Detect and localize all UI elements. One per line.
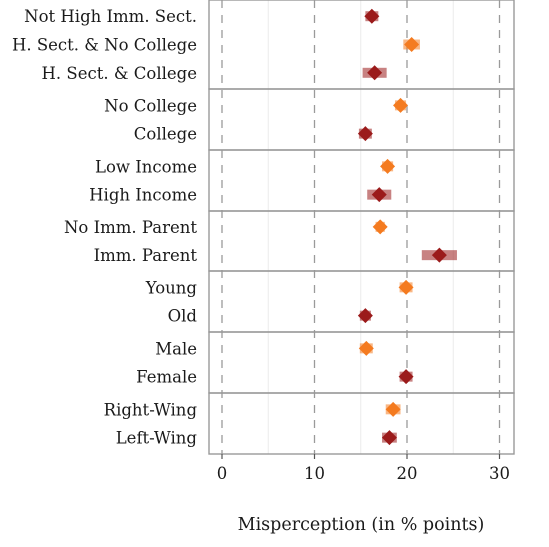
marks-layer — [357, 8, 457, 446]
point-estimate — [380, 158, 396, 174]
panel-border — [208, 149, 515, 212]
row-label: Imm. Parent — [94, 246, 198, 265]
row-label: Old — [168, 307, 198, 326]
panel-border — [208, 392, 515, 455]
row-label: H. Sect. & No College — [12, 36, 197, 55]
panel-border — [208, 331, 515, 394]
panel-border — [208, 210, 515, 272]
row-label: Young — [145, 278, 198, 297]
panel-border — [208, 88, 515, 151]
point-estimate — [404, 37, 420, 52]
x-tick-label: 10 — [304, 464, 325, 483]
row-label: College — [134, 125, 197, 144]
point-estimate — [393, 97, 409, 113]
point-estimate — [372, 219, 388, 235]
point-estimate — [381, 430, 397, 446]
point-estimate — [364, 8, 380, 24]
row-label: High Income — [89, 186, 197, 205]
row-label: No College — [104, 96, 197, 115]
point-estimate — [398, 369, 414, 385]
point-estimate — [358, 340, 374, 356]
row-label: Low Income — [95, 157, 197, 176]
grid-layer — [221, 0, 501, 454]
row-label: Left-Wing — [116, 429, 198, 448]
x-axis: 0 10 20 30 — [217, 454, 510, 483]
point-estimate — [371, 187, 387, 203]
row-label: Female — [136, 368, 197, 387]
x-axis-title: Misperception (in % points) — [238, 515, 485, 535]
point-estimate — [398, 279, 414, 295]
point-estimate — [367, 65, 383, 81]
row-label: H. Sect. & College — [42, 64, 197, 83]
row-label: No Imm. Parent — [64, 218, 197, 237]
panel-border — [208, 0, 515, 90]
point-estimate — [357, 308, 373, 324]
panel-layer — [208, 0, 515, 455]
row-label: Right-Wing — [104, 400, 198, 419]
panel-border — [208, 270, 515, 333]
x-tick-label: 30 — [489, 464, 510, 483]
row-label: Not High Imm. Sect. — [24, 7, 197, 26]
x-tick-label: 20 — [397, 464, 418, 483]
point-estimate — [385, 401, 401, 417]
point-estimate — [357, 126, 373, 142]
point-estimate — [431, 247, 447, 263]
labels-layer: Not High Imm. Sect. H. Sect. & No College… — [12, 7, 198, 447]
x-tick-label: 0 — [217, 464, 228, 483]
row-label: Male — [155, 339, 197, 358]
